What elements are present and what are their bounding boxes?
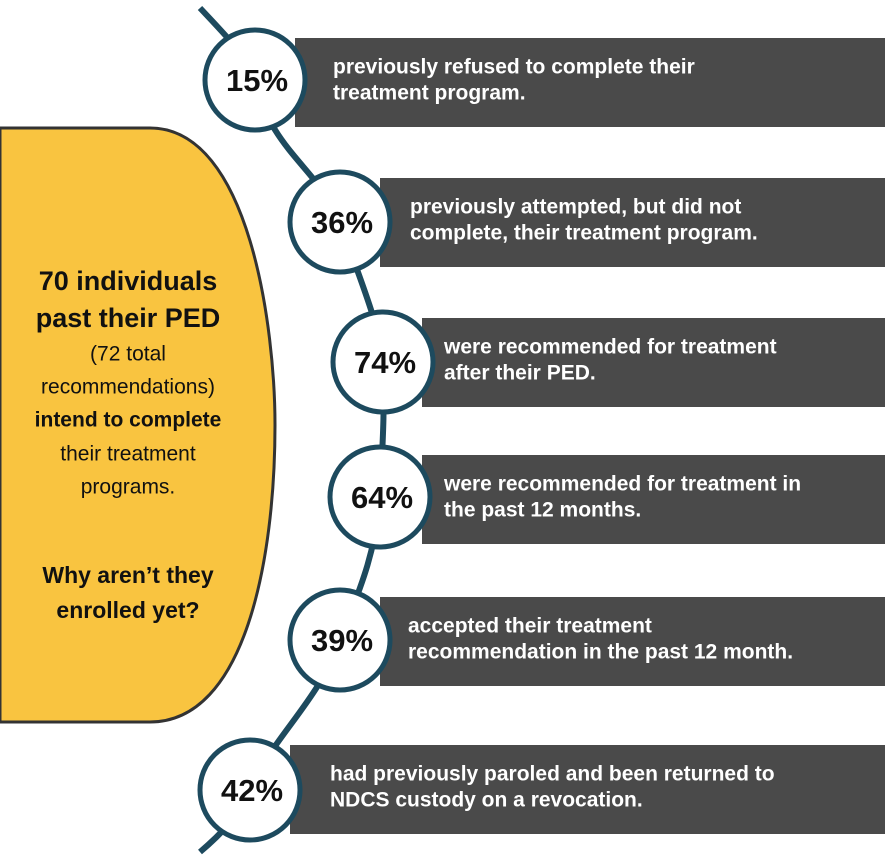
item-box — [380, 597, 885, 686]
item-box — [422, 455, 885, 544]
item-text: after their PED. — [444, 362, 596, 385]
panel-text: past their PED — [36, 303, 221, 333]
panel-text: their treatment — [60, 443, 196, 466]
panel-text: 70 individuals — [39, 266, 218, 296]
item-text: previously attempted, but did not — [410, 196, 741, 219]
percent-circle — [197, 737, 303, 843]
percent-circle — [327, 444, 433, 550]
panel-text: intend to complete — [35, 409, 222, 432]
item-box — [380, 178, 885, 267]
percent-circle — [330, 309, 436, 415]
percent-label: 64% — [351, 480, 413, 515]
panel-text: enrolled yet? — [56, 597, 199, 623]
panel-text: (72 total — [90, 343, 166, 366]
percent-circle — [287, 169, 393, 275]
item-text: recommendation in the past 12 month. — [408, 641, 793, 664]
percent-label: 39% — [311, 623, 373, 658]
item-text: treatment program. — [333, 82, 526, 105]
item-text: were recommended for treatment in — [443, 473, 801, 496]
panel-text: recommendations) — [41, 376, 215, 399]
percent-label: 36% — [311, 205, 373, 240]
item-text: NDCS custody on a revocation. — [330, 789, 643, 812]
percent-label: 15% — [226, 63, 288, 98]
item-text: accepted their treatment — [408, 615, 652, 638]
item-text: previously refused to complete their — [333, 56, 695, 79]
item-text: were recommended for treatment — [443, 336, 777, 359]
percent-circle — [202, 27, 308, 133]
left-panel — [0, 126, 277, 724]
item-text: the past 12 months. — [444, 499, 641, 522]
panel-text: Why aren’t they — [42, 562, 213, 588]
item-box — [295, 38, 885, 127]
percent-circle — [287, 587, 393, 693]
item-text: had previously paroled and been returned… — [330, 763, 775, 786]
item-box — [422, 318, 885, 407]
percent-label: 42% — [221, 773, 283, 808]
item-box — [290, 745, 885, 834]
item-text: complete, their treatment program. — [410, 222, 758, 245]
percent-label: 74% — [354, 345, 416, 380]
panel-text: programs. — [81, 476, 176, 499]
